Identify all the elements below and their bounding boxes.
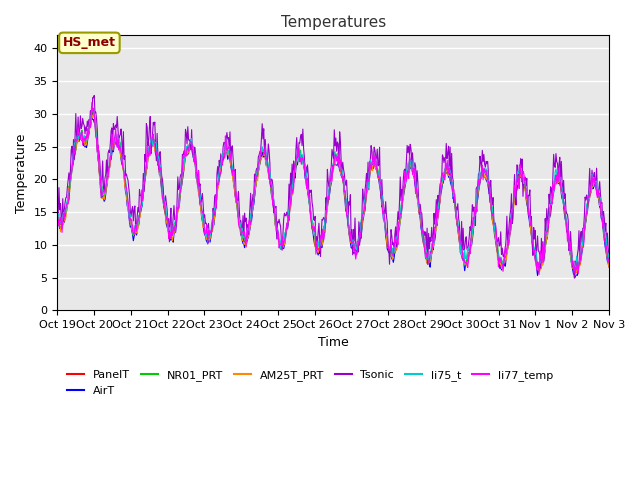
PanelT xyxy=(121,177,129,182)
li77_temp xyxy=(177,185,185,191)
AirT xyxy=(88,115,96,121)
AM25T_PRT xyxy=(605,264,612,270)
Line: Tsonic: Tsonic xyxy=(58,96,609,278)
AM25T_PRT xyxy=(63,203,71,209)
Tsonic xyxy=(605,252,612,258)
Tsonic xyxy=(90,93,98,98)
Title: Temperatures: Temperatures xyxy=(280,15,386,30)
Text: HS_met: HS_met xyxy=(63,36,116,49)
NR01_PRT xyxy=(206,231,214,237)
AirT xyxy=(206,239,214,245)
AM25T_PRT xyxy=(401,182,409,188)
Line: AM25T_PRT: AM25T_PRT xyxy=(58,114,609,277)
Line: AirT: AirT xyxy=(58,118,609,277)
AM25T_PRT xyxy=(121,184,129,190)
NR01_PRT xyxy=(121,178,129,183)
AirT xyxy=(63,200,71,205)
AM25T_PRT xyxy=(90,111,97,117)
NR01_PRT xyxy=(572,270,579,276)
PanelT xyxy=(206,234,214,240)
li75_t xyxy=(206,234,214,240)
AirT xyxy=(54,216,61,222)
AirT xyxy=(121,182,129,188)
X-axis label: Time: Time xyxy=(318,336,349,349)
li77_temp xyxy=(605,255,612,261)
Tsonic xyxy=(570,276,578,281)
li75_t xyxy=(401,178,409,184)
AM25T_PRT xyxy=(417,221,425,227)
AirT xyxy=(177,185,185,191)
li77_temp xyxy=(54,210,61,216)
NR01_PRT xyxy=(401,180,409,186)
NR01_PRT xyxy=(63,200,71,205)
NR01_PRT xyxy=(54,216,61,222)
AirT xyxy=(605,264,612,270)
Tsonic xyxy=(417,209,425,215)
Line: li77_temp: li77_temp xyxy=(58,102,609,275)
PanelT xyxy=(90,108,97,113)
li77_temp xyxy=(535,272,543,277)
li77_temp xyxy=(401,168,409,174)
li77_temp xyxy=(206,228,214,233)
NR01_PRT xyxy=(89,105,97,111)
PanelT xyxy=(63,204,71,209)
li75_t xyxy=(54,211,61,217)
Tsonic xyxy=(401,166,409,172)
Y-axis label: Temperature: Temperature xyxy=(15,133,28,213)
AM25T_PRT xyxy=(570,274,578,280)
NR01_PRT xyxy=(417,212,425,218)
PanelT xyxy=(54,214,61,219)
AM25T_PRT xyxy=(177,186,185,192)
AM25T_PRT xyxy=(206,236,214,242)
li75_t xyxy=(88,104,96,109)
li77_temp xyxy=(88,99,96,105)
AirT xyxy=(417,225,425,231)
PanelT xyxy=(177,185,185,191)
NR01_PRT xyxy=(177,181,185,187)
PanelT xyxy=(401,181,409,187)
li75_t xyxy=(63,197,71,203)
Line: PanelT: PanelT xyxy=(58,110,609,273)
AirT xyxy=(401,185,409,191)
AirT xyxy=(572,275,579,280)
NR01_PRT xyxy=(605,261,612,267)
PanelT xyxy=(605,261,612,266)
Tsonic xyxy=(54,209,61,215)
PanelT xyxy=(417,220,425,226)
Tsonic xyxy=(177,171,185,177)
li77_temp xyxy=(63,201,71,206)
Tsonic xyxy=(206,231,214,237)
Line: li75_t: li75_t xyxy=(58,107,609,270)
li75_t xyxy=(570,267,578,273)
AM25T_PRT xyxy=(54,221,61,227)
li75_t xyxy=(605,257,612,263)
Legend: PanelT, AirT, NR01_PRT, AM25T_PRT, Tsonic, li75_t, li77_temp: PanelT, AirT, NR01_PRT, AM25T_PRT, Tsoni… xyxy=(63,366,557,400)
li75_t xyxy=(417,216,425,221)
PanelT xyxy=(572,270,580,276)
li75_t xyxy=(177,180,185,186)
li77_temp xyxy=(417,210,425,216)
Tsonic xyxy=(121,153,129,158)
li75_t xyxy=(121,173,129,179)
li77_temp xyxy=(121,176,129,181)
Tsonic xyxy=(63,184,71,190)
Line: NR01_PRT: NR01_PRT xyxy=(58,108,609,273)
